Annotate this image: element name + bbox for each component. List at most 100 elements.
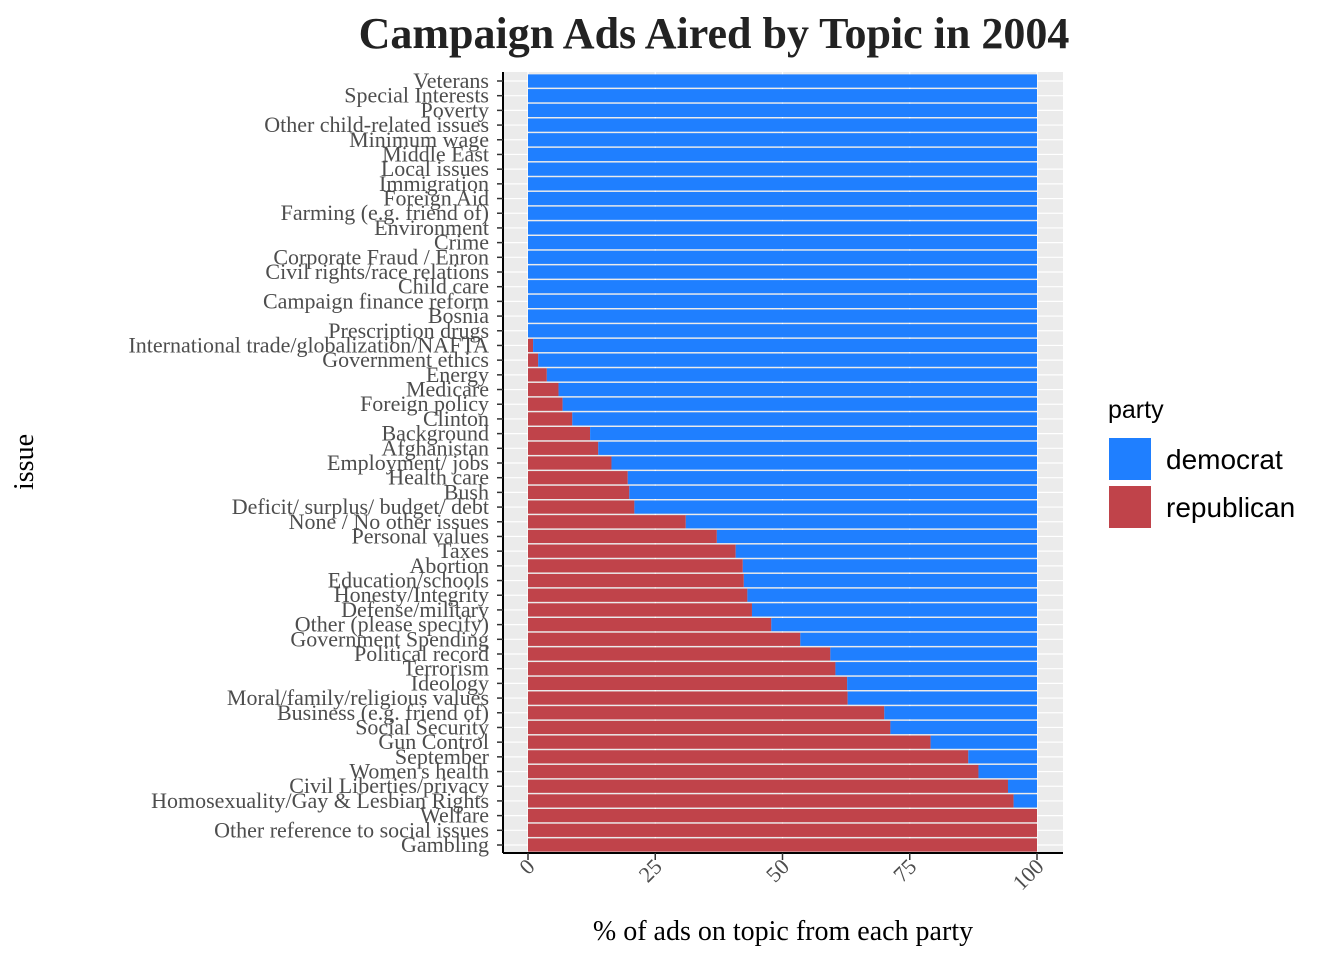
y-tick-label: None / No other issues: [289, 509, 489, 534]
bar-democrat: [528, 324, 1037, 338]
bar-republican: [528, 368, 547, 382]
bar-democrat: [1013, 794, 1037, 808]
bar-democrat: [751, 603, 1037, 617]
bar-democrat: [528, 294, 1037, 308]
y-axis-title: issue: [9, 434, 40, 490]
x-tick-label: 25: [634, 854, 667, 887]
y-tick-label: Homosexuality/Gay & Lesbian Rights: [151, 788, 489, 813]
bar-democrat: [572, 412, 1037, 426]
bar-democrat: [528, 147, 1037, 162]
y-tick-label: Government Spending: [290, 626, 489, 651]
y-tick-label: Afghanistan: [381, 435, 489, 460]
bar-republican: [528, 559, 743, 573]
x-tick-label: 75: [888, 854, 921, 887]
bar-democrat: [629, 485, 1037, 499]
bar-republican: [528, 500, 635, 514]
bar-republican: [528, 647, 831, 661]
bar-democrat: [533, 338, 1037, 353]
y-tick-label: Crime: [434, 230, 489, 255]
bar-democrat: [538, 353, 1037, 367]
bar-democrat: [546, 368, 1037, 382]
y-tick-label: Campaign finance reform: [263, 288, 489, 313]
y-tick-label: Bosnia: [428, 303, 489, 328]
y-tick-label: Immigration: [379, 171, 489, 196]
bar-democrat: [978, 764, 1037, 779]
y-tick-label: Foreign policy: [360, 391, 489, 416]
bar-democrat: [528, 89, 1037, 103]
bar-republican: [528, 441, 599, 455]
bar-democrat: [528, 280, 1037, 294]
y-tick-label: Civil Liberties/privacy: [289, 773, 489, 798]
bar-democrat: [930, 735, 1037, 749]
bar-democrat: [716, 529, 1037, 544]
y-tick-label: International trade/globalization/NAFTA: [128, 332, 489, 357]
bar-democrat: [528, 133, 1037, 147]
y-tick-label: Environment: [374, 215, 489, 240]
bar-democrat: [528, 221, 1037, 235]
bar-republican: [528, 427, 591, 441]
bar-democrat: [528, 103, 1037, 117]
bars: [528, 74, 1037, 852]
bar-republican: [528, 662, 836, 676]
chart-title: Campaign Ads Aired by Topic in 2004: [359, 9, 1070, 58]
y-tick-label: Local issues: [381, 156, 489, 181]
bar-democrat: [528, 206, 1037, 220]
y-tick-label: Government ethics: [322, 347, 489, 372]
legend-key-democrat: [1107, 436, 1153, 482]
y-tick-label: Energy: [426, 362, 489, 387]
bar-republican: [528, 706, 885, 720]
bar-democrat: [634, 500, 1037, 514]
y-tick-label: Veterans: [413, 68, 489, 93]
bar-democrat: [528, 265, 1037, 279]
bar-democrat: [847, 691, 1037, 705]
bar-republican: [528, 485, 630, 499]
bar-democrat: [890, 720, 1037, 735]
bar-democrat: [528, 191, 1037, 206]
y-tick-label: Abortion: [410, 553, 489, 578]
bar-republican: [528, 397, 563, 411]
bar-republican: [528, 382, 559, 397]
bar-republican: [528, 471, 628, 485]
y-tick-label: Business (e.g. friend of): [277, 700, 489, 725]
x-tick-label: 100: [1008, 854, 1049, 895]
y-tick-label: Welfare: [420, 803, 489, 828]
y-tick-label: Terrorism: [403, 656, 489, 681]
bar-republican: [528, 338, 534, 353]
bar-republican: [528, 720, 891, 735]
bar-republican: [528, 603, 752, 617]
y-tick-label: Corporate Fraud / Enron: [273, 244, 489, 269]
bar-democrat: [743, 573, 1037, 588]
bar-democrat: [598, 441, 1037, 455]
bar-republican: [528, 353, 539, 367]
bar-republican: [528, 779, 1008, 793]
y-tick-label: Other child-related issues: [264, 112, 489, 137]
y-tick-label: Health care: [388, 465, 489, 490]
bar-democrat: [528, 309, 1037, 323]
y-tick-label: Honesty/Integrity: [334, 582, 489, 607]
y-tick-label: Moral/family/religious values: [227, 685, 489, 710]
y-tick-label: Personal values: [352, 523, 489, 548]
y-tick-label: Education/schools: [328, 568, 489, 593]
x-tick-label: 50: [761, 854, 794, 887]
bar-republican: [528, 573, 744, 588]
y-tick-label: Minimum wage: [349, 127, 489, 152]
legend-key-republican: [1107, 484, 1153, 530]
y-tick-label: Social Security: [355, 714, 489, 739]
bar-democrat: [771, 618, 1037, 632]
y-tick-label: Gambling: [401, 832, 489, 857]
bar-democrat: [528, 177, 1037, 191]
y-tick-label: Special Interests: [344, 83, 489, 108]
bar-republican: [528, 838, 1037, 852]
bar-democrat: [847, 676, 1037, 690]
bar-republican: [528, 529, 717, 544]
y-tick-label: Child care: [398, 274, 489, 299]
bar-democrat: [590, 427, 1037, 441]
y-tick-label: Ideology: [411, 670, 489, 695]
bar-democrat: [528, 74, 1037, 88]
bar-democrat: [968, 750, 1037, 764]
x-ticks: 0 25 50 75 100: [514, 853, 1049, 895]
y-tick-label: Taxes: [438, 538, 489, 563]
bar-democrat: [558, 382, 1037, 397]
